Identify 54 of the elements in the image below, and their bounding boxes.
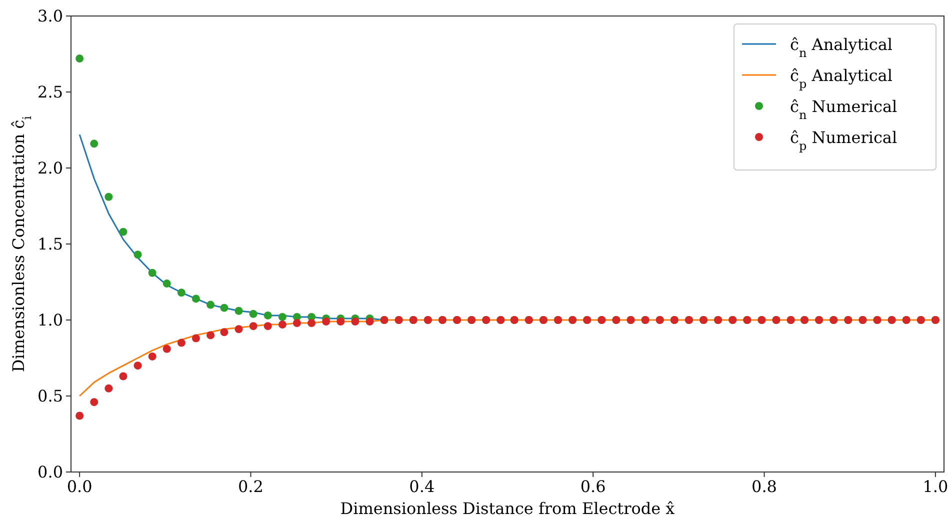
point <box>264 311 272 320</box>
point <box>148 352 156 360</box>
point <box>162 280 171 288</box>
point <box>278 320 286 329</box>
y-tick-label: 0.5 <box>38 386 63 406</box>
point <box>249 310 258 318</box>
x-tick-label: 0.8 <box>752 477 777 496</box>
point <box>192 334 200 342</box>
y-tick-label: 0.0 <box>38 462 63 482</box>
x-tick-label: 0.6 <box>580 477 606 496</box>
x-axis-title: Dimensionless Distance from Electrode x̂ <box>340 499 675 518</box>
legend-label: ĉ$_{p}$ Numerical <box>790 128 898 153</box>
point <box>234 306 243 315</box>
point <box>119 372 128 380</box>
point <box>162 344 171 353</box>
point <box>192 294 200 303</box>
point <box>249 322 258 330</box>
point <box>322 318 330 326</box>
x-tick-label: 0.2 <box>238 477 264 496</box>
point <box>234 325 243 334</box>
point <box>351 318 360 326</box>
point <box>292 319 301 328</box>
point <box>104 192 113 201</box>
legend-label: ĉ$_{n}$ Numerical <box>790 97 898 122</box>
y-tick-label: 3.0 <box>38 6 63 26</box>
point <box>90 398 98 406</box>
y-tick-label: 1.5 <box>38 234 63 254</box>
point <box>336 318 345 326</box>
point <box>220 328 228 336</box>
y-tick-label: 2.5 <box>38 82 63 102</box>
point <box>366 318 374 326</box>
y-tick-label: 1.0 <box>38 310 63 330</box>
point <box>220 304 228 312</box>
x-tick-label: 1.0 <box>922 477 948 496</box>
x-tick-label: 0.0 <box>66 477 92 496</box>
point <box>134 250 142 259</box>
point <box>264 322 272 330</box>
point <box>90 140 98 148</box>
point <box>76 412 84 420</box>
y-tick-label: 2.0 <box>38 158 63 178</box>
point <box>206 331 215 340</box>
legend-label: ĉ$_{p}$ Analytical <box>790 66 892 91</box>
x-tick-label: 0.4 <box>409 477 435 496</box>
point <box>134 362 142 370</box>
point <box>177 338 186 347</box>
point <box>278 312 286 321</box>
legend-label: ĉ$_{n}$ Analytical <box>790 35 893 60</box>
point <box>76 54 84 63</box>
point <box>148 268 156 277</box>
point <box>119 228 128 236</box>
point <box>177 288 186 297</box>
point <box>104 384 113 392</box>
point <box>308 319 316 328</box>
point <box>206 300 215 309</box>
